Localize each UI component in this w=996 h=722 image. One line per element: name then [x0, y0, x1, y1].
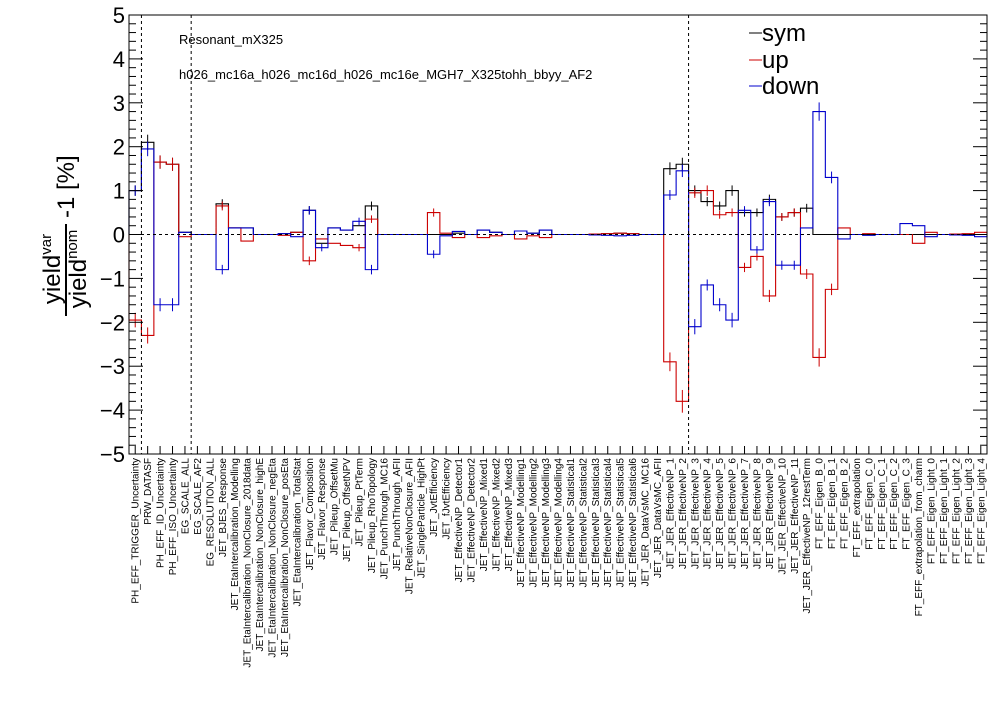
- x-tick-label: JET_Flavor_Composition: [305, 458, 316, 570]
- x-tick-label: JET_JvtEfficiency: [429, 458, 440, 537]
- x-tick-label: JET_EtaIntercalibration_Modelling: [230, 458, 241, 610]
- x-tick-label: JET_EffectiveNP_Modelling3: [541, 458, 552, 588]
- x-tick-label: JET_Pileup_PtTerm: [355, 458, 366, 546]
- x-tick-label: JET_JER_EffectiveNP_4: [703, 458, 714, 569]
- series-down-line: [128, 111, 988, 328]
- x-tick-label: FT_EFF_Eigen_C_0: [864, 458, 875, 550]
- x-tick-label: FT_EFF_Eigen_B_1: [827, 458, 838, 550]
- x-tick-label: JET_EffectiveNP_Mixed1: [479, 458, 490, 572]
- group-separators: [140, 15, 690, 454]
- y-tick-label: −5: [100, 442, 125, 467]
- x-tick-label: JET_PunchThrough_AFII: [392, 458, 403, 571]
- x-tick-label: JET_EffectiveNP_Modelling2: [529, 458, 540, 588]
- x-tick-label: JET_EffectiveNP_Statistical2: [578, 458, 589, 588]
- x-tick-label: FT_EFF_Eigen_Light_2: [951, 458, 962, 565]
- annotation-production: h026_mc16a_h026_mc16d_h026_mc16e_MGH7_X3…: [179, 67, 592, 82]
- x-tick-label: JET_JER_DataVsMC_MC16: [641, 458, 652, 587]
- x-tick-label: PH_EFF_ISO_Uncertainty: [168, 458, 179, 575]
- x-tick-label: JET_Pileup_OffsetMu: [330, 458, 341, 555]
- x-tick-label: JET_EffectiveNP_Statistical6: [628, 458, 639, 588]
- x-tick-label: JET_EffectiveNP_Modelling1: [516, 458, 527, 588]
- x-tick-label: JET_Pileup_RhoTopology: [367, 458, 378, 573]
- y-tick-label: 5: [113, 3, 125, 28]
- x-tick-label: PRW_DATASF: [143, 458, 154, 525]
- x-tick-label: JET_EffectiveNP_Modelling4: [554, 458, 565, 588]
- y-tick-label: 0: [113, 223, 125, 248]
- x-tick-label: JET_EffectiveNP_Mixed3: [504, 458, 515, 572]
- y-title-denominator: yieldnom: [64, 230, 92, 309]
- x-tick-label: JET_JER_EffectiveNP_1: [665, 458, 676, 569]
- x-tick-label: FT_EFF_Eigen_B_2: [840, 458, 851, 550]
- y-title-numerator: yieldvar: [38, 234, 66, 304]
- x-tick-label: JET_JER_EffectiveNP_10: [777, 458, 788, 575]
- x-tick-label: JET_EtaIntercalibration_NonClosure_highE: [255, 458, 266, 652]
- x-tick-label: JET_JER_EffectiveNP_12restTerm: [802, 458, 813, 613]
- y-tick-label: −3: [100, 354, 125, 379]
- x-tick-label: FT_EFF_Eigen_B_0: [815, 458, 826, 550]
- x-tick-label: JET_JER_EffectiveNP_2: [678, 458, 689, 569]
- x-tick-label: FT_EFF_Eigen_C_2: [889, 458, 900, 550]
- x-tick-label: JET_RelativeNonClosure_AFII: [404, 458, 415, 594]
- x-tick-label: FT_EFF_extrapolation_from_charm: [914, 458, 925, 616]
- y-title-suffix: -1 [%]: [53, 155, 80, 218]
- annotation-sample: Resonant_mX325: [179, 32, 283, 47]
- x-tick-label: FT_EFF_Eigen_Light_0: [927, 458, 938, 565]
- x-tick-label: JET_EffectiveNP_Mixed2: [491, 458, 502, 572]
- x-tick-label: FT_EFF_Eigen_Light_3: [964, 458, 975, 565]
- x-tick-label: FT_EFF_Eigen_C_1: [877, 458, 888, 550]
- x-tick-label: FT_EFF_Eigen_C_3: [902, 458, 913, 550]
- x-tick-label: FT_EFF_extrapolation: [852, 458, 863, 558]
- legend-label-sym: sym: [762, 20, 806, 47]
- y-axis-title: yieldvar yieldnom -1 [%]: [38, 155, 92, 316]
- x-tick-label: JET_SingleParticle_HighPt: [417, 458, 428, 578]
- x-tick-label: JET_EffectiveNP_Statistical4: [603, 458, 614, 588]
- x-tick-label: JET_EtaIntercalibration_NonClosure_posEt…: [280, 458, 291, 657]
- x-tick-label: JET_JER_EffectiveNP_3: [690, 458, 701, 569]
- x-tick-label: JET_EffectiveNP_Detector2: [466, 458, 477, 583]
- y-tick-label: 4: [113, 47, 125, 72]
- x-tick-label: JET_JER_EffectiveNP_8: [752, 458, 763, 569]
- x-tick-label: JET_EtaIntercalibration_TotalStat: [292, 458, 303, 607]
- x-tick-label: JET_EffectiveNP_Statistical5: [616, 458, 627, 588]
- x-tick-label: EG_SCALE_AF2: [193, 458, 204, 535]
- x-tick-label: EG_SCALE_ALL: [180, 458, 191, 535]
- x-tick-label: FT_EFF_Eigen_Light_4: [976, 458, 987, 565]
- legend-label-down: down: [762, 73, 819, 100]
- x-tick-label: PH_EFF_ID_Uncertainty: [156, 458, 167, 568]
- x-tick-label: JET_BJES_Response: [218, 458, 229, 557]
- x-tick-label: JET_PunchThrough_MC16: [379, 458, 390, 580]
- x-tick-label: JET_EffectiveNP_Statistical3: [591, 458, 602, 588]
- x-tick-label: JET_JER_EffectiveNP_6: [728, 458, 739, 569]
- y-tick-label: −1: [100, 266, 125, 291]
- x-tick-label: PH_EFF_TRIGGER_Uncertainty: [131, 458, 142, 604]
- x-tick-label: EG_RESOLUTION_ALL: [205, 458, 216, 567]
- x-tick-label: JET_JER_EffectiveNP_5: [715, 458, 726, 569]
- x-tick-label: FT_EFF_Eigen_Light_1: [939, 458, 950, 565]
- x-tick-label: JET_EffectiveNP_Detector1: [454, 458, 465, 583]
- legend-label-up: up: [762, 47, 789, 74]
- x-axis: PH_EFF_TRIGGER_Uncertainty PRW_DATASF PH_E…: [131, 446, 987, 668]
- x-tick-label: JET_Flavor_Response: [317, 458, 328, 560]
- x-tick-label: JET_JER_EffectiveNP_9: [765, 458, 776, 569]
- x-tick-label: JET_JER_EffectiveNP_11: [790, 458, 801, 574]
- x-tick-label: JET_EffectiveNP_Statistical1: [566, 458, 577, 588]
- x-tick-label: JET_JER_EffectiveNP_7: [740, 458, 751, 569]
- legend: sym up down: [749, 20, 819, 100]
- y-tick-label: −2: [100, 310, 125, 335]
- y-tick-label: 1: [113, 179, 125, 204]
- error-bars: [134, 102, 833, 413]
- x-tick-label: JET_fJvtEfficiency: [442, 458, 453, 540]
- x-tick-label: JET_EtaIntercalibration_NonClosure_negEt…: [268, 458, 279, 658]
- y-tick-label: 2: [113, 135, 125, 160]
- y-tick-label: 3: [113, 91, 125, 116]
- y-tick-label: −4: [100, 398, 125, 423]
- x-tick-label: JET_JER_DataVsMC_AFII: [653, 458, 664, 578]
- x-tick-label: JET_Pileup_OffsetNPV: [342, 458, 353, 562]
- x-tick-label: JET_EtaIntercalibration_NonClosure_2018d…: [243, 458, 254, 668]
- y-axis: 5 4 3 2 1 0 −1 −2 −3 −4 −5: [100, 3, 987, 467]
